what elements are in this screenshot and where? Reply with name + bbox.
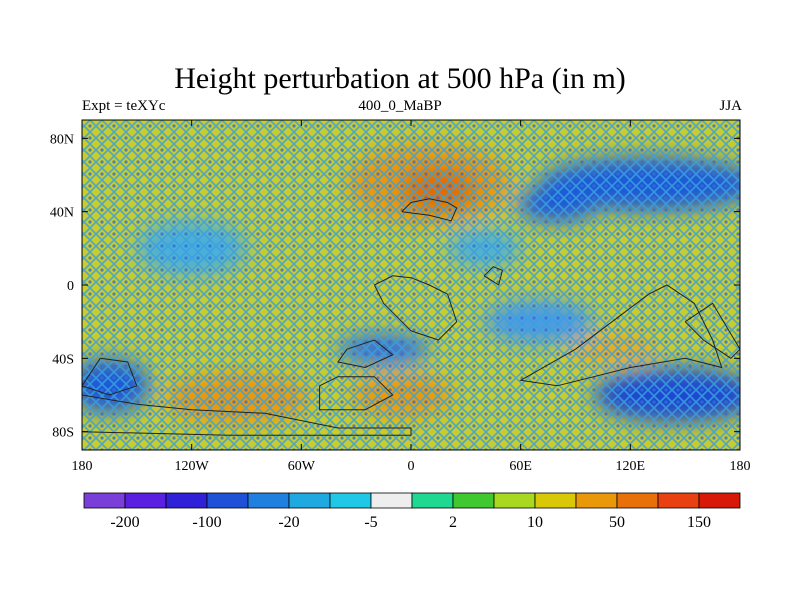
coastline — [483, 266, 503, 286]
lon-tick-label: 180 — [72, 459, 93, 474]
season-label: JJA — [719, 98, 742, 114]
colorbar-label: 50 — [609, 514, 625, 531]
colorbar-label: -100 — [192, 514, 221, 531]
colorbar-label: 2 — [449, 514, 457, 531]
lat-tick-label: 40N — [50, 206, 74, 221]
latitude-axis: 80N 40N 0 40S 80S — [50, 132, 740, 441]
colorbar-label: -200 — [110, 514, 139, 531]
colorbar-swatch — [247, 492, 290, 509]
lon-tick-label: 0 — [408, 459, 415, 474]
colorbar-swatch — [370, 492, 413, 509]
colorbar-label: -5 — [364, 514, 377, 531]
coastline — [373, 275, 458, 341]
colorbar-swatch — [657, 492, 700, 509]
colorbar-swatch — [288, 492, 331, 509]
coastline — [337, 339, 394, 369]
colorbar-swatch — [83, 492, 126, 509]
lon-tick-label: 120W — [175, 459, 210, 474]
coastline — [82, 394, 412, 436]
lat-tick-label: 40S — [52, 352, 74, 367]
lat-tick-label: 0 — [67, 279, 74, 294]
lat-tick-label: 80N — [50, 132, 74, 147]
lat-tick-label: 80S — [52, 426, 74, 441]
lon-tick-label: 60E — [509, 459, 532, 474]
colorbar: -200 -100 -20 -5 2 10 50 150 — [83, 492, 741, 531]
colorbar-swatch — [452, 492, 495, 509]
field-texture — [82, 120, 740, 450]
colorbar-swatch — [575, 492, 618, 509]
experiment-label: Expt = teXYc — [82, 98, 166, 114]
coastline — [401, 198, 458, 222]
coastline — [684, 302, 740, 359]
map-field — [82, 120, 740, 450]
colorbar-label: 10 — [527, 514, 543, 531]
coastlines — [82, 198, 740, 436]
colorbar-swatch — [534, 492, 577, 509]
period-label: 400_0_MaBP — [358, 98, 442, 114]
colorbar-label: 150 — [687, 514, 711, 531]
coastline — [319, 376, 394, 411]
lon-tick-label: 60W — [288, 459, 316, 474]
colorbar-swatch — [329, 492, 372, 509]
colorbar-swatch — [616, 492, 659, 509]
colorbar-swatch — [124, 492, 167, 509]
coastline — [82, 357, 138, 396]
colorbar-label: -20 — [278, 514, 299, 531]
colorbar-swatch — [493, 492, 536, 509]
longitude-axis: 180 120W 60W 0 60E 120E 180 — [72, 120, 751, 474]
colorbar-swatch — [698, 492, 741, 509]
colorbar-swatch — [165, 492, 208, 509]
colorbar-swatch — [206, 492, 249, 509]
colorbar-swatch — [411, 492, 454, 509]
lon-tick-label: 180 — [730, 459, 751, 474]
lon-tick-label: 120E — [616, 459, 646, 474]
plot-title: Height perturbation at 500 hPa (in m) — [174, 62, 626, 95]
coastline — [519, 284, 723, 387]
